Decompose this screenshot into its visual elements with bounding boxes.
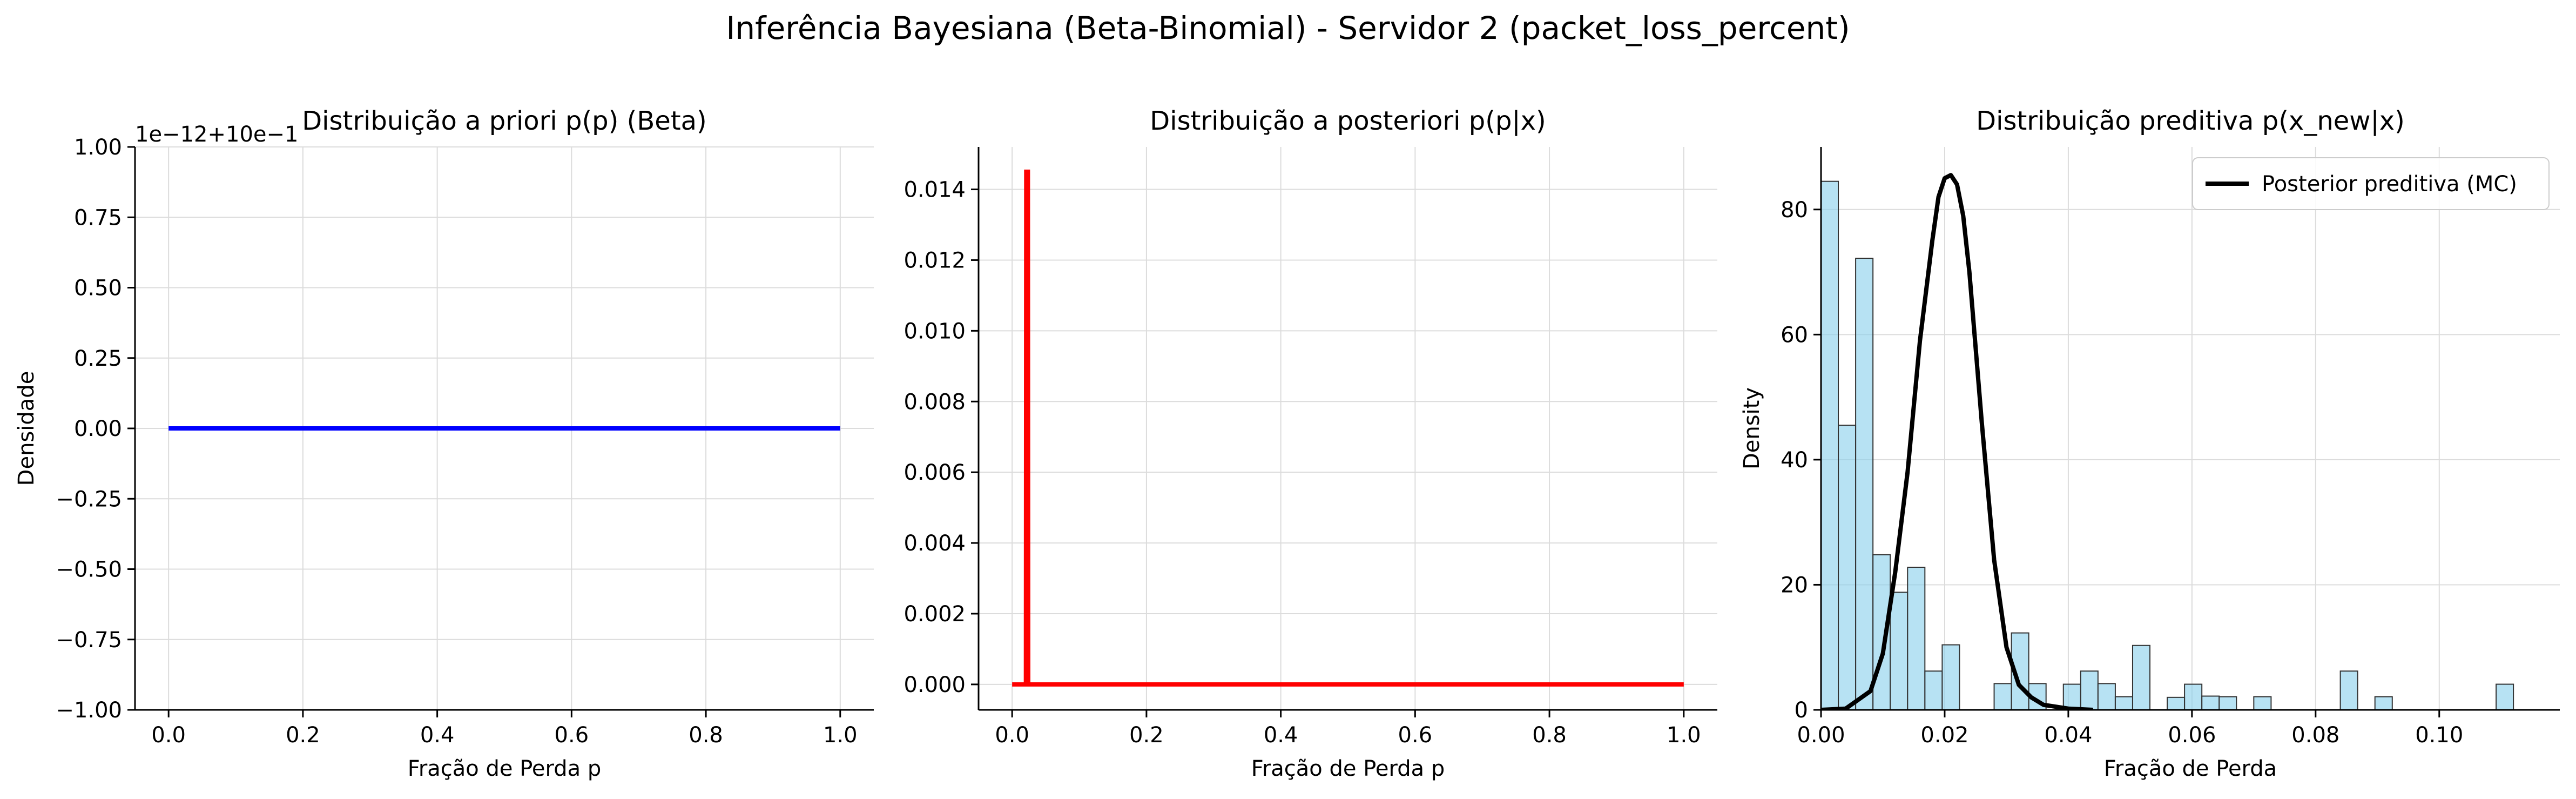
x-tick-label: 0.6 — [1398, 723, 1433, 748]
histogram-bar — [1924, 670, 1943, 710]
histogram-bar — [2374, 696, 2393, 710]
posterior-distribution-panel: 0.0 0.2 0.4 0.6 0.8 1.0 0.000 0.002 0.004 0.006 0.… — [903, 106, 1717, 781]
histogram-bar — [2062, 683, 2081, 711]
x-tick-label: 0.06 — [2168, 723, 2216, 748]
x-axis-label: Fração de Perda p — [1251, 756, 1445, 781]
y-tick-label: −1.00 — [56, 698, 122, 723]
y-tick-label: 80 — [1781, 198, 1808, 223]
histogram-bar — [2184, 683, 2203, 711]
y-tick-label: 0.012 — [903, 248, 966, 273]
figure-suptitle: Inferência Bayesiana (Beta-Binomial) - S… — [726, 10, 1850, 46]
x-tick-label: 0.4 — [1264, 723, 1298, 748]
y-tick-label: 0.002 — [903, 602, 966, 627]
x-tick-label: 0.08 — [2291, 723, 2339, 748]
x-tick-label: 0.0 — [995, 723, 1029, 748]
y-tick-label: 0.00 — [74, 417, 122, 441]
x-axis-label: Fração de Perda p — [408, 756, 602, 781]
histogram-bar — [1941, 644, 1960, 710]
histogram-bar — [1890, 592, 1909, 710]
y-tick-label: 60 — [1781, 323, 1808, 347]
histogram-bar — [2339, 670, 2358, 710]
chart-title: Distribuição a priori p(p) (Beta) — [302, 106, 707, 136]
x-tick-label: 0.6 — [555, 723, 589, 748]
legend-box — [2192, 157, 2550, 210]
histogram-bar — [2201, 695, 2220, 711]
y-tick-label: 0.006 — [903, 460, 966, 485]
y-tick-label: 0.75 — [74, 205, 122, 230]
y-tick-label: 1.00 — [74, 135, 122, 160]
histogram-bar — [1855, 258, 1874, 710]
histogram-bar — [2253, 696, 2272, 710]
x-tick-label: 0.0 — [151, 723, 186, 748]
y-tick-label: −0.75 — [56, 628, 122, 653]
y-tick-label: 0 — [1795, 698, 1808, 723]
histogram-bar — [2097, 683, 2116, 710]
y-axis-label: Density — [1739, 387, 1764, 469]
x-tick-label: 0.10 — [2415, 723, 2463, 748]
chart-title: Distribuição a posteriori p(p|x) — [1150, 106, 1546, 136]
histogram-bar — [2080, 670, 2099, 710]
y-tick-label: −0.50 — [56, 558, 122, 582]
legend-label: Posterior preditiva (MC) — [2262, 172, 2517, 197]
x-tick-label: 0.2 — [1129, 723, 1164, 748]
y-tick-label: 40 — [1781, 448, 1808, 473]
y-tick-label: 0.010 — [903, 319, 966, 344]
histogram-bar — [2132, 644, 2151, 711]
x-tick-label: 0.2 — [286, 723, 320, 748]
y-tick-label: 0.50 — [74, 276, 122, 301]
chart-title: Distribuição preditiva p(x_new|x) — [1976, 106, 2405, 136]
histogram-bar — [2496, 683, 2514, 711]
y-tick-label: 0.004 — [903, 531, 966, 556]
y-tick-label: 0.25 — [74, 346, 122, 371]
histogram-bar — [1820, 180, 1839, 710]
y-axis-label: Densidade — [14, 371, 39, 486]
y-tick-label: 0.014 — [903, 178, 966, 203]
x-tick-label: 1.0 — [1667, 723, 1701, 748]
histogram-bar — [2167, 696, 2186, 711]
predictive-curve — [1821, 173, 2093, 710]
prior-distribution-panel: 0.0 0.2 0.4 0.6 0.8 1.0 −1.00 −0.75 −0.50 −0.25 0.… — [14, 106, 874, 781]
x-tick-label: 1.0 — [823, 723, 858, 748]
y-tick-label: 20 — [1781, 573, 1808, 597]
x-tick-label: 0.00 — [1797, 723, 1845, 748]
x-tick-label: 0.04 — [2044, 723, 2092, 748]
x-tick-label: 0.8 — [1532, 723, 1567, 748]
histogram-bar — [1838, 425, 1857, 710]
x-tick-label: 0.02 — [1920, 723, 1968, 748]
y-tick-label: 0.000 — [903, 673, 966, 697]
x-tick-label: 0.4 — [420, 723, 455, 748]
histogram-bar — [1993, 683, 2012, 710]
x-tick-label: 0.8 — [689, 723, 723, 748]
y-tick-label: −0.25 — [56, 487, 122, 512]
axis-offset-text: 1e−12+10e−1 — [135, 122, 298, 147]
histogram-bar — [1907, 567, 1926, 710]
series-line — [1012, 169, 1684, 687]
histogram-bar — [2114, 696, 2133, 710]
histogram-bar — [2218, 696, 2237, 710]
x-axis-label: Fração de Perda — [2104, 756, 2277, 781]
predictive-distribution-panel: 0.00 0.02 0.04 0.06 0.08 0.10 0 20 40 60 80 Distrib… — [1739, 106, 2560, 781]
y-tick-label: 0.008 — [903, 390, 966, 414]
